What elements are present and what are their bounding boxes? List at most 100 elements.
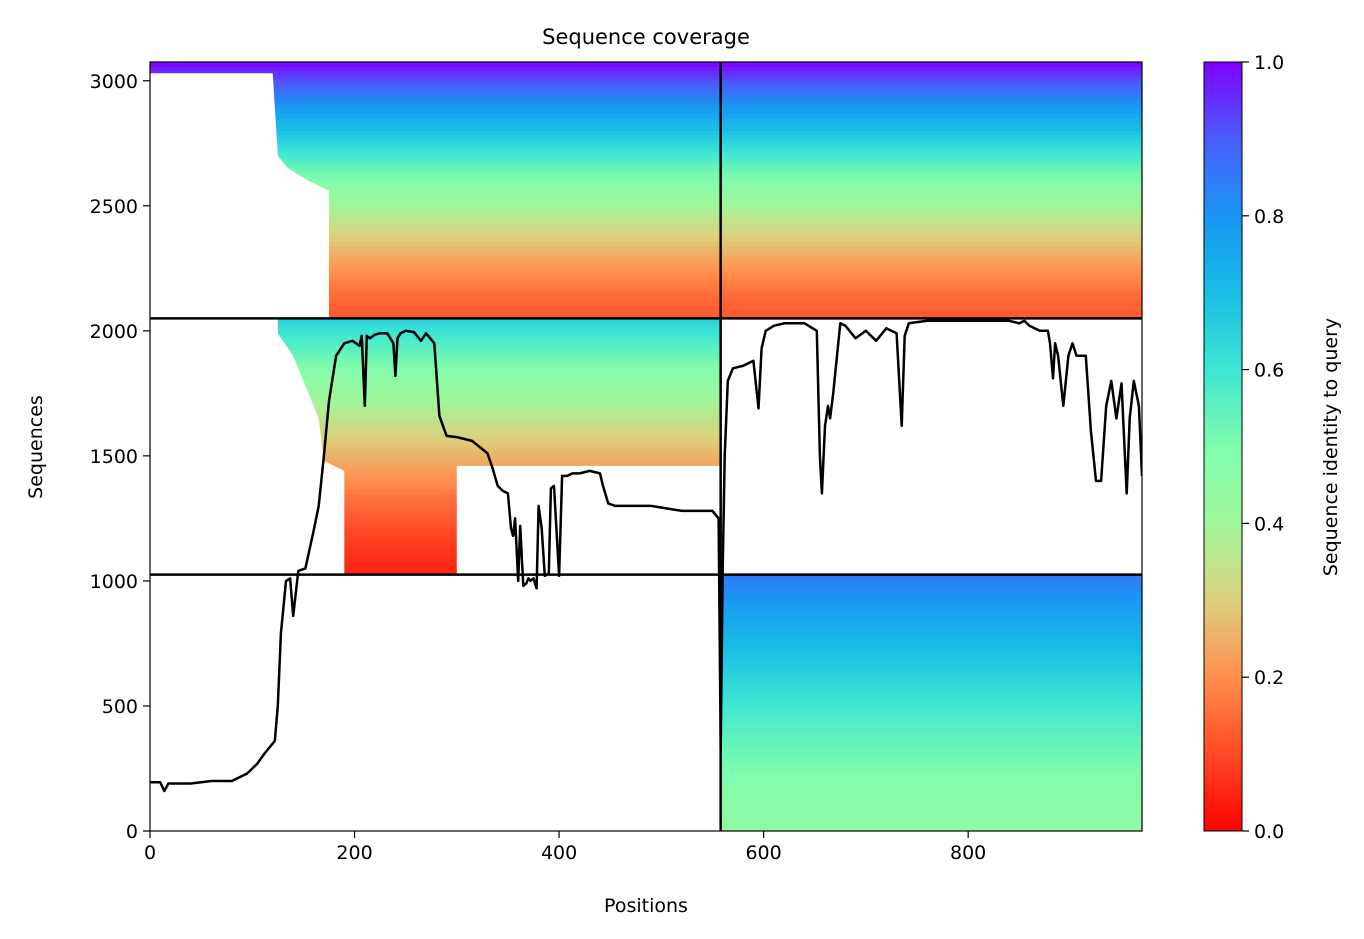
block-bottom-band <box>720 690 1142 695</box>
block-top-band <box>150 279 1142 285</box>
block-middle-band <box>150 339 721 345</box>
block-top-band <box>150 301 1142 307</box>
block-bottom-band <box>720 719 1142 725</box>
block-middle-band <box>150 514 721 520</box>
block-top-band <box>150 309 1142 315</box>
block-top-band <box>150 241 1142 247</box>
block-middle-band <box>150 331 721 337</box>
block-bottom-band <box>720 600 1142 606</box>
block-middle-band <box>150 408 721 413</box>
block-top-band <box>150 70 1142 76</box>
block-top-band <box>150 113 1142 119</box>
block-middle-band <box>150 531 721 537</box>
block-bottom-band <box>720 591 1142 597</box>
block-middle-band <box>150 450 721 456</box>
block-top-band <box>150 211 1142 217</box>
y-tick-label: 2000 <box>90 321 138 343</box>
gap-region-2 <box>150 318 345 575</box>
block-top-band <box>150 74 1142 80</box>
block-middle-band <box>150 553 721 559</box>
block-top-band <box>150 207 1142 213</box>
block-bottom-band <box>720 643 1142 648</box>
block-top-band <box>150 228 1142 234</box>
y-tick-label: 3000 <box>90 71 138 93</box>
block-middle-band <box>150 527 721 533</box>
block-middle-band <box>150 510 721 516</box>
block-top-band <box>150 87 1142 93</box>
block-bottom-band <box>720 784 1142 789</box>
block-top-band <box>150 100 1142 106</box>
block-middle-band <box>150 463 721 469</box>
block-bottom-band <box>720 775 1142 781</box>
block-top-band <box>150 237 1142 243</box>
block-middle-band <box>150 506 721 512</box>
block-bottom-band <box>720 754 1142 759</box>
colorbar-tick-label: 0.4 <box>1254 513 1284 535</box>
block-top-band <box>150 284 1142 290</box>
colorbar-ticks: 0.0 0.2 0.4 0.6 0.8 1.0 <box>1242 52 1284 843</box>
block-top-band <box>150 215 1142 221</box>
block-middle-band <box>150 335 721 341</box>
block-top-band <box>150 267 1142 272</box>
block-top-band <box>150 96 1142 102</box>
block-middle-band <box>150 442 721 448</box>
block-middle-band <box>150 497 721 503</box>
block-middle-band <box>150 322 721 328</box>
block-middle-band <box>150 472 721 478</box>
colorbar-tick-label: 1.0 <box>1254 52 1284 74</box>
block-bottom <box>720 574 1142 831</box>
x-tick-label: 400 <box>541 842 577 864</box>
block-top-band <box>150 224 1142 230</box>
gap-region-1 <box>150 73 329 319</box>
block-bottom-band <box>720 737 1142 742</box>
block-top-band <box>150 305 1142 311</box>
alignment-gaps <box>150 73 721 575</box>
block-bottom-band <box>720 574 1142 580</box>
coverage-line <box>150 319 1142 793</box>
block-top-band <box>150 198 1142 204</box>
block-bottom-band <box>720 647 1142 653</box>
block-bottom-band <box>720 788 1142 794</box>
block-bottom-band <box>720 822 1142 828</box>
block-bottom-band <box>720 702 1142 708</box>
y-tick-label: 2500 <box>90 196 138 218</box>
block-top-band <box>150 155 1142 161</box>
block-top-band <box>150 143 1142 149</box>
block-bottom-band <box>720 707 1142 712</box>
block-middle-band <box>150 549 721 554</box>
block-bottom-band <box>720 813 1142 819</box>
block-top-band <box>150 177 1142 183</box>
block-bottom-band <box>720 762 1142 768</box>
block-top-band <box>150 79 1142 84</box>
block-middle-band <box>150 561 721 567</box>
block-top-band <box>150 232 1142 238</box>
block-top-band <box>150 190 1142 196</box>
block-top-band <box>150 288 1142 294</box>
block-bottom-band <box>720 724 1142 730</box>
block-bottom-band <box>720 664 1142 670</box>
block-bottom-band <box>720 634 1142 640</box>
block-bottom-band <box>720 792 1142 798</box>
colorbar-label: Sequence identity to query <box>1320 318 1342 576</box>
block-bottom-band <box>720 660 1142 665</box>
block-top-band <box>150 160 1142 166</box>
block-bottom-band <box>720 651 1142 657</box>
block-bottom-band <box>720 801 1142 806</box>
block-middle-band <box>150 373 721 379</box>
block-middle-band <box>150 459 721 465</box>
block-top-band <box>150 104 1142 110</box>
block-middle-band <box>150 437 721 443</box>
block-bottom-band <box>720 617 1142 623</box>
block-bottom-band <box>720 771 1142 777</box>
block-bottom-band <box>720 608 1142 614</box>
block-bottom-band <box>720 578 1142 584</box>
block-middle-band <box>150 455 721 460</box>
block-bottom-band <box>720 638 1142 644</box>
block-top-band <box>150 134 1142 140</box>
block-top-band <box>150 258 1142 264</box>
x-tick-label: 800 <box>950 842 986 864</box>
block-bottom-band <box>720 758 1142 764</box>
block-top-band <box>150 292 1142 298</box>
block-top-band <box>150 220 1142 225</box>
